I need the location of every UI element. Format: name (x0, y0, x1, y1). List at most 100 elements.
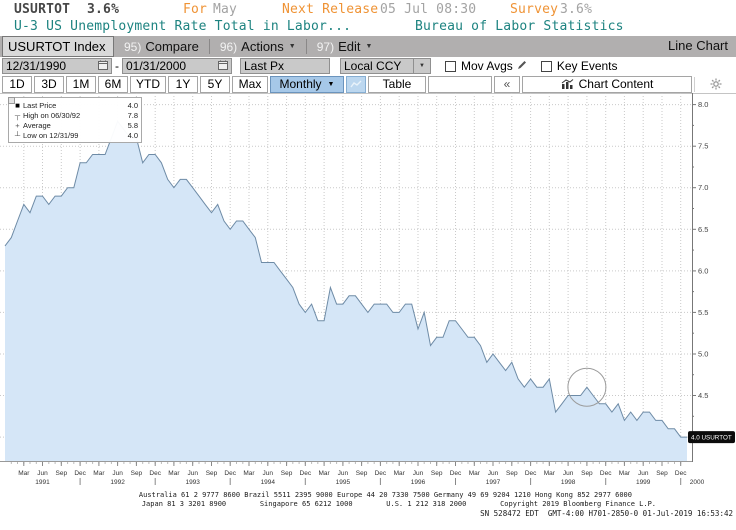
last-value: 3.6% (87, 2, 120, 17)
line-chart-style-button[interactable] (346, 75, 366, 93)
toolbar: 95) Compare 96) Actions ▼ 97) Edit ▼ Lin… (0, 36, 736, 58)
svg-text:Sep: Sep (281, 470, 293, 477)
svg-text:1993: 1993 (185, 479, 200, 486)
svg-text:Sep: Sep (581, 470, 593, 477)
chart-settings-button[interactable] (694, 76, 736, 92)
svg-text:Jun: Jun (488, 470, 499, 477)
svg-text:Sep: Sep (656, 470, 668, 477)
key-events-toggle[interactable]: Key Events (540, 59, 618, 73)
svg-text:1996: 1996 (411, 479, 426, 486)
legend-label: Low on 12/31/99 (23, 130, 79, 140)
menu-number: 96) (219, 39, 238, 54)
svg-text:Mar: Mar (544, 470, 556, 477)
separator (208, 39, 210, 54)
currency-select[interactable]: Local CCY ▼ (340, 58, 431, 74)
price-field-select[interactable]: Last Px (240, 58, 330, 74)
svg-text:Dec: Dec (675, 470, 687, 477)
high-marker-icon: ┬ (14, 110, 21, 120)
mov-avgs-toggle[interactable]: Mov Avgs (445, 59, 527, 73)
svg-text:1997: 1997 (486, 479, 501, 486)
compare-menu[interactable]: 95) Compare (124, 39, 199, 54)
legend-value: 5.8 (127, 120, 138, 130)
blank-toolbar-cell (428, 75, 492, 93)
legend-handle[interactable] (8, 97, 15, 104)
table-button[interactable]: Table (368, 75, 426, 93)
legend-row-average: + Average 5.8 (12, 120, 138, 130)
footer-contacts-line2: Japan 81 3 3201 8900 Singapore 65 6212 1… (141, 500, 656, 508)
chart-legend[interactable]: ■ Last Price 4.0 ┬ High on 06/30/92 7.8 … (8, 97, 142, 143)
security-input[interactable] (2, 36, 114, 57)
svg-text:1999: 1999 (636, 479, 651, 486)
date-from-field[interactable]: 12/31/1990 (2, 58, 112, 74)
line-chart-icon (350, 80, 362, 87)
chart-canvas[interactable]: 8.0 7.5 7.0 6.5 6.0 5.5 5.0 4.5 Mar Jun Sep Dec Mar J… (0, 93, 736, 490)
svg-text:Mar: Mar (243, 470, 255, 477)
period-3d-button[interactable]: 3D (34, 75, 64, 93)
menu-number: 97) (316, 39, 335, 54)
description-row: U-3 US Unemployment Rate Total in Labor.… (0, 19, 736, 35)
calendar-icon[interactable] (98, 59, 108, 73)
ticker: USURTOT (14, 2, 71, 17)
svg-text:6.5: 6.5 (698, 225, 708, 234)
legend-value: 4.0 (127, 130, 138, 140)
svg-text:Jun: Jun (263, 470, 274, 477)
actions-menu[interactable]: 96) Actions ▼ (220, 39, 296, 54)
legend-value: 7.8 (127, 110, 138, 120)
period-1d-button[interactable]: 1D (2, 75, 32, 93)
period-6m-button[interactable]: 6M (98, 75, 128, 93)
currency-value: Local CCY (344, 59, 402, 73)
frequency-value: Monthly (279, 76, 322, 91)
svg-text:1991: 1991 (35, 479, 50, 486)
frequency-dropdown[interactable]: Monthly ▼ (270, 75, 344, 93)
svg-text:Dec: Dec (149, 470, 161, 477)
chevron-down-icon: ▼ (365, 43, 373, 50)
edit-menu[interactable]: 97) Edit ▼ (317, 39, 373, 54)
svg-text:Jun: Jun (563, 470, 574, 477)
date-from-value: 12/31/1990 (6, 59, 67, 73)
footer-session-line: SN 528472 EDT GMT-4:00 H701-2850-0 01-Ju… (480, 509, 733, 518)
svg-text:Sep: Sep (206, 470, 218, 477)
date-range-dash: - (115, 59, 119, 73)
chart-content-button[interactable]: Chart Content (522, 75, 692, 93)
svg-text:Dec: Dec (600, 470, 612, 477)
svg-text:7.5: 7.5 (698, 142, 708, 151)
period-max-button[interactable]: Max (232, 75, 268, 93)
pencil-icon[interactable] (517, 59, 527, 73)
svg-text:Mar: Mar (619, 470, 631, 477)
menu-label: Actions (241, 39, 284, 54)
view-mode-label: Line Chart (668, 38, 728, 53)
period-5y-button[interactable]: 5Y (200, 75, 230, 93)
next-release-label: Next Release (282, 2, 379, 17)
svg-text:Mar: Mar (469, 470, 481, 477)
average-marker-icon: + (15, 120, 20, 130)
svg-text:1995: 1995 (336, 479, 351, 486)
checkbox[interactable] (445, 60, 456, 72)
checkbox[interactable] (540, 60, 552, 72)
separator (305, 39, 307, 54)
calendar-icon[interactable] (218, 59, 228, 73)
svg-text:Jun: Jun (37, 470, 48, 477)
svg-text:2000: 2000 (690, 479, 705, 486)
svg-text:Mar: Mar (394, 470, 406, 477)
svg-text:5.5: 5.5 (698, 308, 708, 317)
svg-text:Jun: Jun (338, 470, 349, 477)
date-to-field[interactable]: 01/31/2000 (122, 58, 232, 74)
svg-text:Jun: Jun (112, 470, 123, 477)
svg-text:4.5: 4.5 (698, 391, 708, 400)
chevron-down-icon[interactable]: ▼ (414, 58, 431, 74)
svg-text:4.0 USURTOT: 4.0 USURTOT (691, 435, 732, 442)
legend-label: Average (23, 120, 51, 130)
period-1m-button[interactable]: 1M (66, 75, 96, 93)
svg-text:Mar: Mar (168, 470, 180, 477)
collapse-button[interactable]: « (494, 75, 520, 93)
period-1y-button[interactable]: 1Y (168, 75, 198, 93)
price-chart[interactable]: 8.0 7.5 7.0 6.5 6.0 5.5 5.0 4.5 Mar Jun Sep Dec Mar J… (0, 93, 736, 490)
legend-row-high: ┬ High on 06/30/92 7.8 (12, 110, 138, 120)
quote-row: USURTOT 3.6% For May Next Release 05 Jul… (0, 2, 736, 18)
svg-text:Sep: Sep (431, 470, 443, 477)
legend-value: 4.0 (127, 100, 138, 110)
svg-text:Dec: Dec (224, 470, 236, 477)
period-ytd-button[interactable]: YTD (130, 75, 166, 93)
low-marker-icon: ┴ (14, 130, 21, 140)
terminal-footer: Australia 61 2 9777 8600 Brazil 5511 239… (0, 491, 736, 518)
